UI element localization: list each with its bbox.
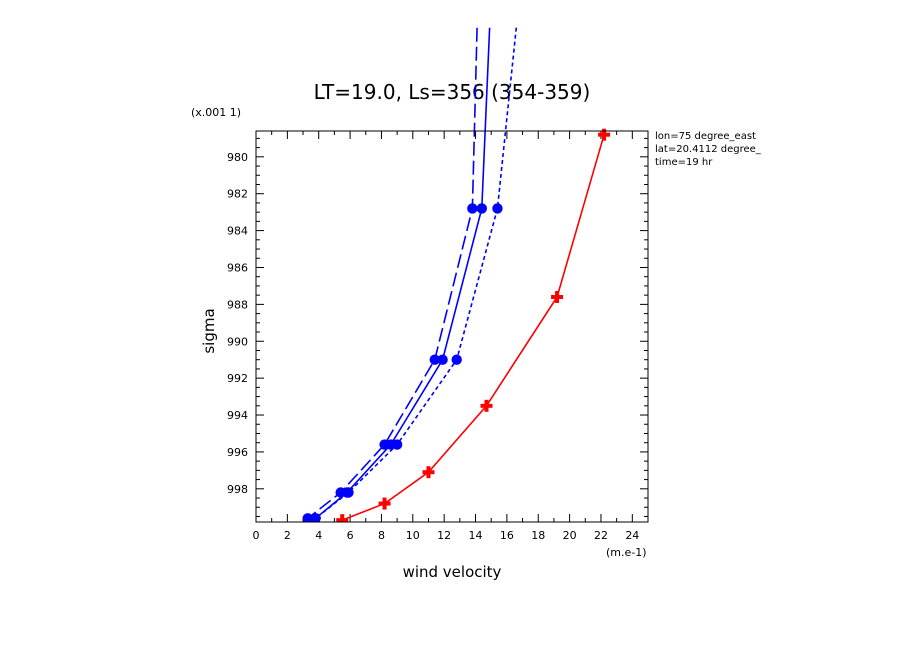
data-point-blue-long-dash: [302, 513, 313, 522]
x-scale-label: (m.e-1): [606, 546, 647, 559]
data-point-blue-short-dash: [343, 487, 354, 498]
data-point-blue-short-dash: [310, 513, 321, 522]
data-point-blue-short-dash: [451, 354, 462, 365]
x-tick-label: 6: [347, 529, 354, 542]
y-scale-label: (x.001 1): [191, 106, 241, 119]
x-tick-label: 12: [437, 529, 451, 542]
data-point-red: [422, 466, 435, 479]
data-point-blue-long-dash: [467, 203, 478, 214]
x-axis-label: wind velocity: [403, 563, 502, 581]
x-tick-label: 20: [563, 529, 577, 542]
data-point-red: [551, 290, 564, 303]
data-point-red: [378, 497, 391, 510]
y-tick-label: 998: [227, 483, 248, 496]
data-point-blue-solid: [437, 354, 448, 365]
data-point-blue-long-dash: [429, 354, 440, 365]
x-tick-label: 8: [378, 529, 385, 542]
info-lat: lat=20.4112 degree_: [655, 144, 762, 155]
y-tick-label: 988: [227, 298, 248, 311]
data-point-red: [336, 514, 349, 522]
x-tick-label: 24: [625, 529, 639, 542]
y-tick-label: 996: [227, 446, 248, 459]
axis-ticks: 0 2 4 6 8 10 12 14 16 18 20 22 249809829849869889909…: [227, 131, 649, 542]
x-tick-label: 4: [315, 529, 322, 542]
plot-frame: [255, 130, 649, 523]
y-tick-label: 992: [227, 372, 248, 385]
y-tick-label: 990: [227, 335, 248, 348]
series-line-red: [341, 134, 605, 521]
info-lon: lon=75 degree_east: [655, 131, 756, 142]
x-tick-label: 18: [531, 529, 545, 542]
x-tick-label: 2: [284, 529, 291, 542]
y-tick-label: 982: [227, 188, 248, 201]
y-tick-label: 980: [227, 151, 248, 164]
x-tick-label: 16: [500, 529, 514, 542]
y-axis-label: sigma: [200, 308, 218, 353]
info-time: time=19 hr: [655, 157, 713, 168]
data-point-red: [480, 399, 493, 412]
y-tick-label: 994: [227, 409, 248, 422]
y-tick-label: 986: [227, 261, 248, 274]
data-point-blue-short-dash: [492, 203, 503, 214]
x-tick-label: 14: [469, 529, 483, 542]
x-tick-label: 10: [406, 529, 420, 542]
data-point-red: [598, 128, 611, 141]
series-group: [302, 27, 611, 522]
data-point-blue-long-dash: [335, 487, 346, 498]
x-tick-label: 0: [253, 529, 260, 542]
series-line-blue-long-dash: [307, 27, 478, 519]
x-tick-label: 22: [594, 529, 608, 542]
data-point-blue-long-dash: [379, 439, 390, 450]
y-tick-label: 984: [227, 225, 248, 238]
data-point-blue-solid: [476, 203, 487, 214]
chart-title: LT=19.0, Ls=356 (354-359): [314, 80, 591, 104]
data-point-blue-short-dash: [391, 439, 403, 450]
